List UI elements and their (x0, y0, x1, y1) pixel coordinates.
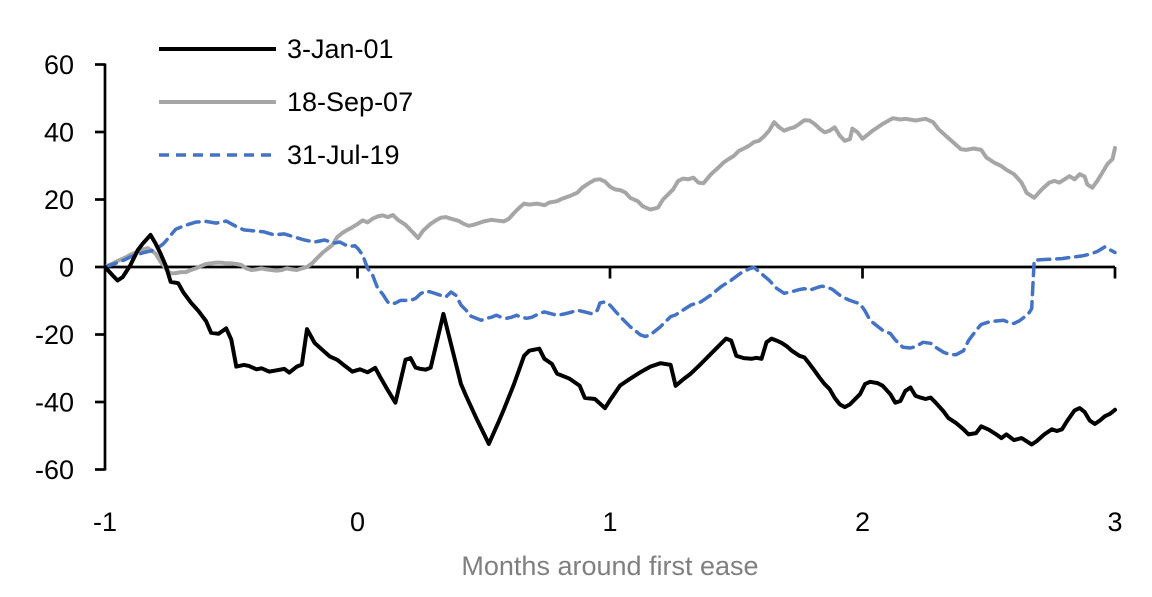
series-line-18-sep-07 (103, 116, 1117, 276)
series-line-31-jul-19 (103, 219, 1117, 357)
legend-line-black-icon (159, 47, 276, 51)
legend-item-3-jan-01: 3-Jan-01 (158, 31, 413, 67)
y-tick-label: 40 (44, 118, 74, 148)
x-tick-label: 1 (602, 507, 617, 537)
series-line-3-jan-01 (103, 232, 1117, 447)
y-tick-label: 0 (59, 253, 74, 283)
legend-label-3-jan-01: 3-Jan-01 (287, 34, 394, 64)
y-tick-label: -20 (35, 320, 74, 350)
x-tick-label: 2 (855, 507, 870, 537)
x-tick-label: 3 (1107, 507, 1122, 537)
y-tick-label: -60 (35, 455, 74, 485)
x-axis-title: Months around first ease (461, 551, 759, 581)
y-tick-label: 20 (44, 185, 74, 215)
legend-label-18-sep-07: 18-Sep-07 (287, 87, 414, 117)
legend: 3-Jan-01 18-Sep-07 31-Jul-19 (158, 31, 413, 190)
legend-line-blue-dashed-icon (159, 153, 276, 157)
x-tick-label: 0 (350, 507, 365, 537)
legend-item-18-sep-07: 18-Sep-07 (158, 84, 413, 120)
y-tick-label: -40 (35, 388, 74, 418)
y-tick-label: 60 (44, 50, 74, 80)
x-tick-label: -1 (93, 507, 117, 537)
legend-label-31-jul-19: 31-Jul-19 (287, 140, 400, 170)
legend-item-31-jul-19: 31-Jul-19 (158, 137, 413, 173)
legend-line-gray-icon (159, 100, 276, 104)
